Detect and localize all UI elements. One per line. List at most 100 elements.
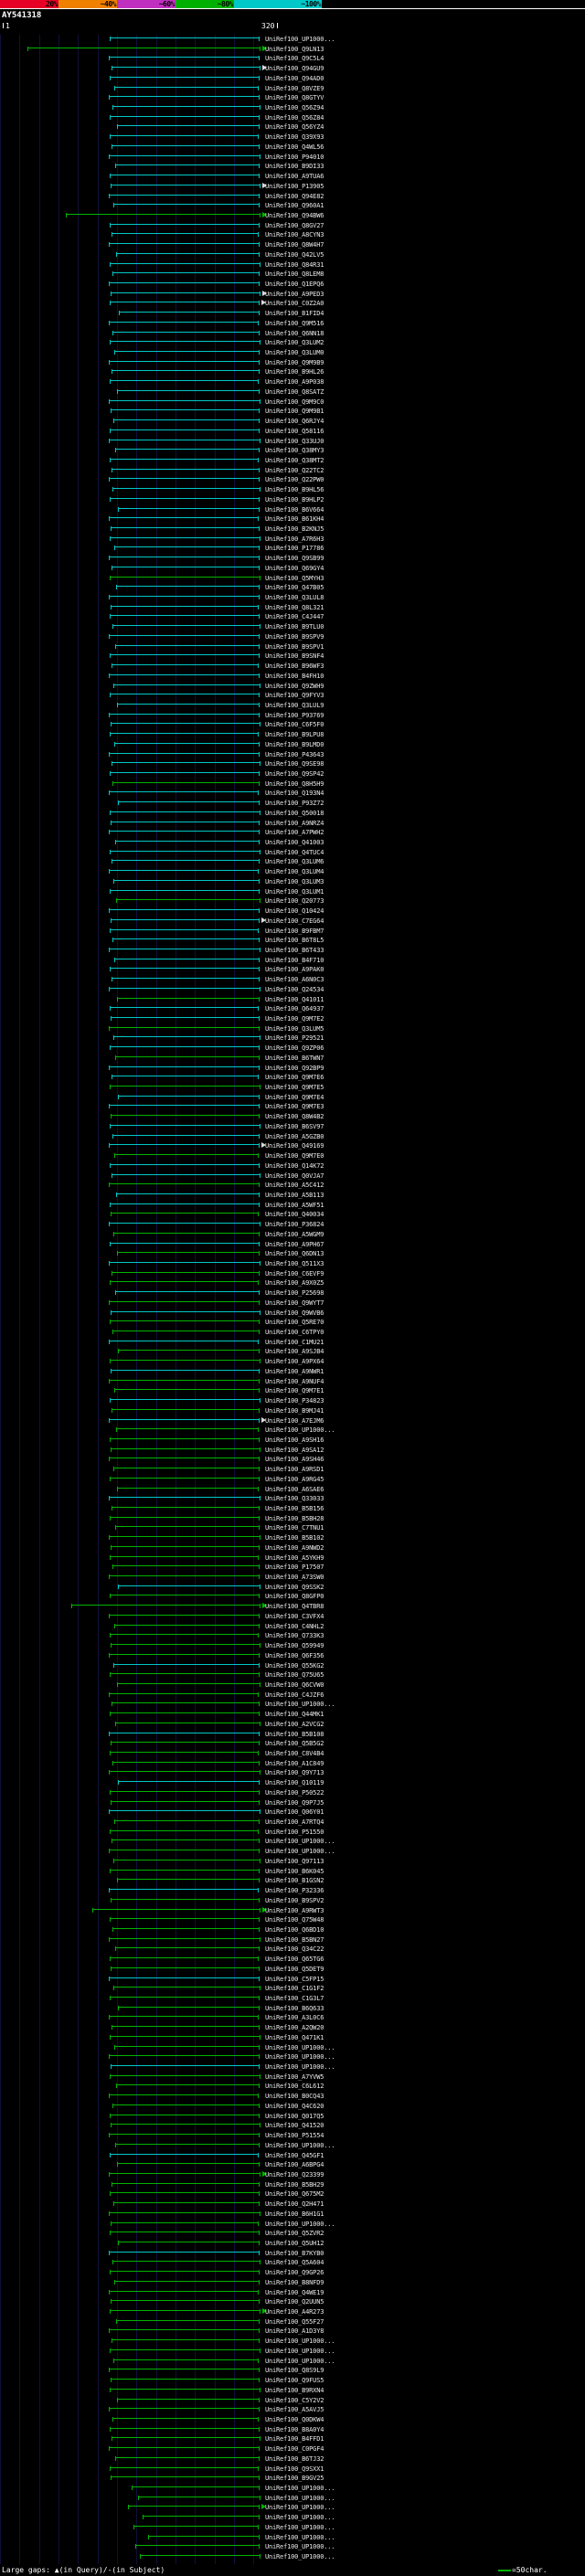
hit-label[interactable]: UniRef100_Q960A1 (265, 202, 324, 210)
hit-label[interactable]: UniRef100_UP1000... (265, 2533, 335, 2541)
hit-bar[interactable] (109, 869, 260, 875)
hit-label[interactable]: UniRef100_A9SH46 (265, 1456, 324, 1464)
hit-bar[interactable] (109, 2054, 261, 2060)
hit-bar[interactable] (110, 1554, 260, 1560)
hit-bar[interactable] (112, 624, 261, 630)
hit-label[interactable]: UniRef100_Q9M516 (265, 319, 324, 327)
hit-label[interactable]: UniRef100_Q4TBR8 (265, 1603, 324, 1611)
hit-bar[interactable] (110, 1202, 261, 1207)
hit-bar[interactable] (110, 1633, 260, 1638)
hit-bar[interactable] (109, 2289, 260, 2295)
hit-bar[interactable] (109, 2015, 260, 2020)
hit-label[interactable]: UniRef100_C6EVF9 (265, 1269, 324, 1277)
hit-label[interactable]: UniRef100_UP1000... (265, 2043, 335, 2051)
hit-label[interactable]: UniRef100_UP1000... (265, 2347, 335, 2355)
hit-bar[interactable] (109, 673, 261, 678)
hit-label[interactable]: UniRef100_P13905 (265, 182, 324, 190)
hit-label[interactable]: UniRef100_Q9M7E5 (265, 1084, 324, 1092)
hit-label[interactable]: UniRef100_Q6CVW0 (265, 1680, 324, 1689)
hit-bar[interactable] (109, 712, 261, 717)
hit-label[interactable]: UniRef100_UP1000... (265, 2494, 335, 2502)
hit-label[interactable]: UniRef100_Q9M9C0 (265, 398, 324, 406)
hit-label[interactable]: UniRef100_UP1000... (265, 2063, 335, 2072)
hit-bar[interactable] (111, 1544, 261, 1550)
hit-bar[interactable] (109, 1143, 261, 1149)
hit-label[interactable]: UniRef100_C1G1F2 (265, 1985, 324, 1993)
hit-label[interactable]: UniRef100_P94010 (265, 153, 324, 161)
hit-bar[interactable] (109, 2171, 261, 2177)
hit-bar[interactable] (112, 1270, 261, 1276)
hit-label[interactable]: UniRef100_B5BH28 (265, 1514, 324, 1522)
hit-bar[interactable] (112, 1986, 261, 1991)
hit-bar[interactable] (110, 340, 261, 345)
hit-bar[interactable] (112, 977, 261, 982)
hit-label[interactable]: UniRef100_Q38MY3 (265, 447, 324, 455)
hit-label[interactable]: UniRef100_Q56Z94 (265, 104, 324, 112)
hit-label[interactable]: UniRef100_C5FP15 (265, 1975, 324, 1983)
hit-label[interactable]: UniRef100_Q6DN13 (265, 1250, 324, 1258)
hit-bar[interactable] (117, 1584, 261, 1589)
hit-bar[interactable] (111, 917, 261, 923)
hit-bar[interactable] (111, 2123, 261, 2128)
hit-label[interactable]: UniRef100_Q22PW0 (265, 476, 324, 484)
hit-label[interactable]: UniRef100_Q10424 (265, 907, 324, 916)
hit-label[interactable]: UniRef100_Q40034 (265, 1211, 324, 1219)
hit-label[interactable]: UniRef100_Q675M2 (265, 2190, 324, 2199)
hit-bar[interactable] (112, 683, 261, 688)
hit-bar[interactable] (110, 575, 261, 580)
hit-bar[interactable] (109, 790, 260, 796)
hit-label[interactable]: UniRef100_B8A0Y4 (265, 2425, 324, 2433)
hit-label[interactable]: UniRef100_P36824 (265, 1221, 324, 1229)
hit-bar[interactable] (109, 193, 261, 198)
hit-label[interactable]: UniRef100_Q5UH12 (265, 2240, 324, 2247)
hit-label[interactable]: UniRef100_B6Q633 (265, 2004, 324, 2012)
hit-bar[interactable] (111, 1016, 261, 1021)
hit-label[interactable]: UniRef100_Q10119 (265, 1779, 324, 1787)
hit-bar[interactable] (112, 1564, 261, 1570)
hit-label[interactable]: UniRef100_B96WF3 (265, 663, 324, 671)
hit-bar[interactable] (110, 810, 261, 815)
hit-label[interactable]: UniRef100_Q42LV5 (265, 250, 324, 259)
hit-bar[interactable] (109, 2250, 261, 2255)
hit-label[interactable]: UniRef100_Q9M7E6 (265, 1074, 324, 1082)
hit-bar[interactable] (133, 2524, 260, 2529)
hit-bar[interactable] (115, 898, 261, 904)
hit-bar[interactable] (110, 849, 261, 854)
hit-bar[interactable] (113, 1623, 261, 1628)
hit-bar[interactable] (109, 1417, 261, 1423)
hit-label[interactable]: UniRef100_Q9M7E3 (265, 1103, 324, 1111)
hit-label[interactable]: UniRef100_UP1000... (265, 2523, 335, 2531)
hit-label[interactable]: UniRef100_A7YVW5 (265, 2072, 324, 2081)
hit-label[interactable]: UniRef100_Q3LUM4 (265, 868, 324, 876)
hit-label[interactable]: UniRef100_B9SPV1 (265, 642, 324, 651)
hit-label[interactable]: UniRef100_A2QW20 (265, 2024, 324, 2032)
hit-bar[interactable] (109, 2407, 261, 2412)
hit-bar[interactable] (109, 1339, 260, 1344)
hit-label[interactable]: UniRef100_Q9M7E2 (265, 1015, 324, 1023)
hit-bar[interactable] (110, 928, 260, 933)
hit-bar[interactable] (109, 2368, 261, 2373)
hit-bar[interactable] (110, 1515, 261, 1521)
hit-bar[interactable] (111, 1114, 261, 1119)
hit-bar[interactable] (114, 448, 261, 453)
hit-label[interactable]: UniRef100_B5B156 (265, 1505, 324, 1512)
hit-label[interactable]: UniRef100_Q8L321 (265, 603, 324, 611)
hit-label[interactable]: UniRef100_Q9FYV3 (265, 692, 324, 700)
hit-label[interactable]: UniRef100_B6V664 (265, 505, 324, 514)
hit-label[interactable]: UniRef100_Q471K1 (265, 2033, 324, 2041)
hit-label[interactable]: UniRef100_P51550 (265, 1828, 324, 1836)
hit-label[interactable]: UniRef100_Q97113 (265, 1857, 324, 1865)
hit-bar[interactable] (148, 2534, 261, 2539)
hit-bar[interactable] (111, 1309, 261, 1315)
hit-bar[interactable] (111, 2378, 261, 2383)
hit-label[interactable]: UniRef100_Q9M7E4 (265, 1093, 324, 1101)
hit-bar[interactable] (112, 565, 261, 570)
hit-bar[interactable] (114, 1525, 261, 1531)
hit-label[interactable]: UniRef100_Q8VZE9 (265, 84, 324, 92)
hit-bar[interactable] (115, 1192, 261, 1197)
hit-bar[interactable] (111, 1741, 261, 1746)
hit-label[interactable]: UniRef100_Q6F356 (265, 1651, 324, 1659)
hit-label[interactable]: UniRef100_Q45GF1 (265, 2151, 324, 2159)
hit-label[interactable]: UniRef100_A5C412 (265, 1182, 324, 1190)
hit-label[interactable]: UniRef100_Q8H5H9 (265, 779, 324, 788)
